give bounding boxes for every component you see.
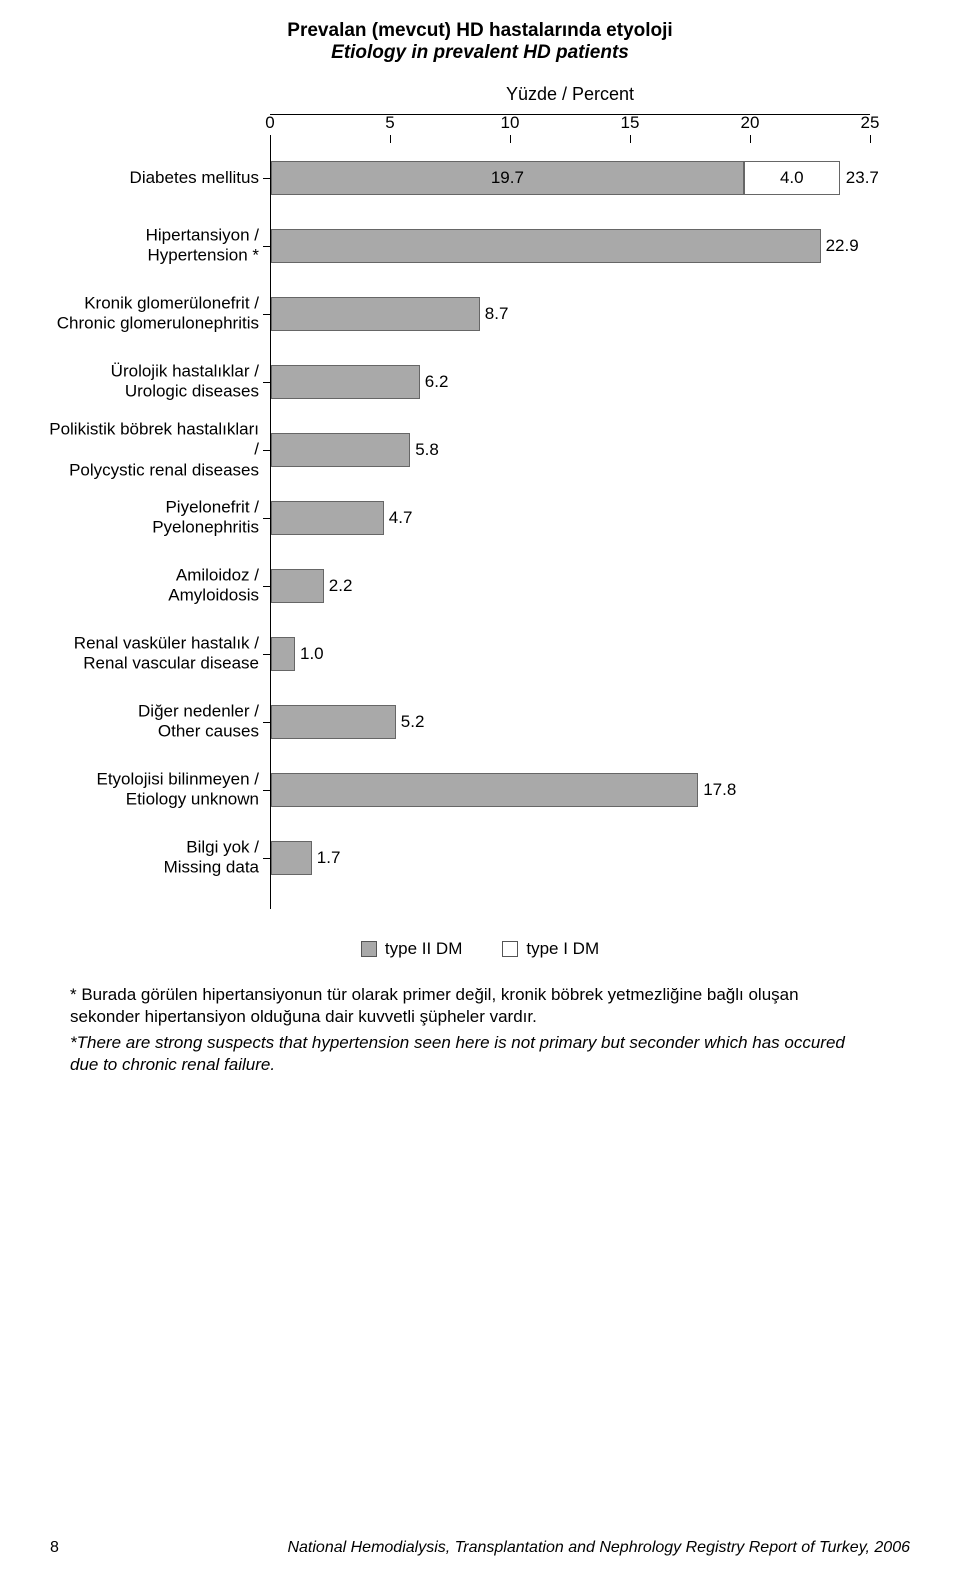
x-tick-label: 0 [265,113,274,133]
bar-row: Etyolojisi bilinmeyen /Etiology unknown1… [271,773,698,807]
report-title: National Hemodialysis, Transplantation a… [287,1539,910,1557]
bar-row: Kronik glomerülonefrit /Chronic glomerul… [271,297,480,331]
legend-label: type I DM [526,939,599,959]
bar-row: Renal vasküler hastalık /Renal vascular … [271,637,295,671]
legend-swatch [361,941,377,957]
x-tick-mark [870,135,871,143]
category-label: Etyolojisi bilinmeyen /Etiology unknown [49,770,259,811]
title-line1: Prevalan (mevcut) HD hastalarında etyolo… [50,20,910,42]
category-label: Renal vasküler hastalık /Renal vascular … [49,634,259,675]
bar-row: Hipertansiyon /Hypertension *22.9 [271,229,821,263]
bar: 1.0 [271,637,295,671]
x-tick-label: 15 [621,113,640,133]
x-tick-mark [510,135,511,143]
bar: 5.2 [271,705,396,739]
y-tick [263,314,271,315]
bar-value-label: 5.2 [401,712,425,732]
bar-value-label: 23.7 [846,168,879,188]
y-tick [263,246,271,247]
title-line2: Etiology in prevalent HD patients [50,42,910,64]
x-tick-mark [270,135,271,143]
bar: 6.2 [271,365,420,399]
y-tick [263,518,271,519]
bar: 2.2 [271,569,324,603]
x-tick-mark [750,135,751,143]
footer: 8 National Hemodialysis, Transplantation… [50,1539,910,1557]
bar: 17.8 [271,773,698,807]
category-label: Diğer nedenler /Other causes [49,702,259,743]
x-axis: 0510152025 [270,113,870,143]
bar-value-label: 8.7 [485,304,509,324]
axis-line [270,114,870,115]
y-tick [263,586,271,587]
category-label: Piyelonefrit /Pyelonephritis [49,498,259,539]
category-label: Hipertansiyon /Hypertension * [49,226,259,267]
bar-value-label: 4.7 [389,508,413,528]
y-tick [263,790,271,791]
x-tick-label: 20 [741,113,760,133]
legend-swatch [502,941,518,957]
y-tick [263,382,271,383]
category-label: Polikistik böbrek hastalıkları /Polycyst… [49,419,259,480]
category-label: Bilgi yok /Missing data [49,838,259,879]
y-tick [263,178,271,179]
page-number: 8 [50,1539,59,1557]
chart-area: Yüzde / Percent 0510152025 Diabetes mell… [270,84,870,909]
bar-row: Polikistik böbrek hastalıkları /Polycyst… [271,433,410,467]
category-label: Diabetes mellitus [49,168,259,188]
x-axis-title: Yüzde / Percent [270,84,870,105]
y-tick [263,722,271,723]
bar-value-label: 1.0 [300,644,324,664]
segment-label: 4.0 [780,168,804,188]
footnote-turkish: * Burada görülen hipertansiyonun tür ola… [70,984,860,1028]
bar-value-label: 1.7 [317,848,341,868]
y-tick [263,654,271,655]
x-tick-mark [390,135,391,143]
bar-value-label: 17.8 [703,780,736,800]
bar: 22.9 [271,229,821,263]
bar-row: Diğer nedenler /Other causes5.2 [271,705,396,739]
y-tick [263,450,271,451]
bar-row: Ürolojik hastalıklar /Urologic diseases6… [271,365,420,399]
x-tick-mark [630,135,631,143]
category-label: Kronik glomerülonefrit /Chronic glomerul… [49,294,259,335]
plot-area: Diabetes mellitus19.74.023.7Hipertansiyo… [270,143,870,909]
category-label: Amiloidoz /Amyloidosis [49,566,259,607]
segment-label: 19.7 [491,168,524,188]
bar-segment: 19.7 [271,161,744,195]
legend: type II DM type I DM [50,939,910,959]
x-tick-label: 5 [385,113,394,133]
x-tick-label: 10 [501,113,520,133]
footnote: * Burada görülen hipertansiyonun tür ola… [70,984,860,1076]
bar: 4.7 [271,501,384,535]
stacked-bar: 19.74.023.7 [271,161,840,195]
bar-value-label: 22.9 [826,236,859,256]
bar-value-label: 2.2 [329,576,353,596]
bar-row: Amiloidoz /Amyloidosis2.2 [271,569,324,603]
bar-row: Piyelonefrit /Pyelonephritis4.7 [271,501,384,535]
category-label: Ürolojik hastalıklar /Urologic diseases [49,362,259,403]
bar: 5.8 [271,433,410,467]
legend-item: type II DM [361,939,462,959]
footnote-english: *There are strong suspects that hyperten… [70,1032,860,1076]
bar-segment: 4.0 [744,161,840,195]
bar-row: Bilgi yok /Missing data1.7 [271,841,312,875]
bar: 1.7 [271,841,312,875]
bar-row: Diabetes mellitus19.74.023.7 [271,161,840,195]
bar-value-label: 5.8 [415,440,439,460]
y-tick [263,858,271,859]
chart-title: Prevalan (mevcut) HD hastalarında etyolo… [50,20,910,64]
legend-label: type II DM [385,939,462,959]
legend-item: type I DM [502,939,599,959]
x-tick-label: 25 [861,113,880,133]
bar: 8.7 [271,297,480,331]
bar-value-label: 6.2 [425,372,449,392]
